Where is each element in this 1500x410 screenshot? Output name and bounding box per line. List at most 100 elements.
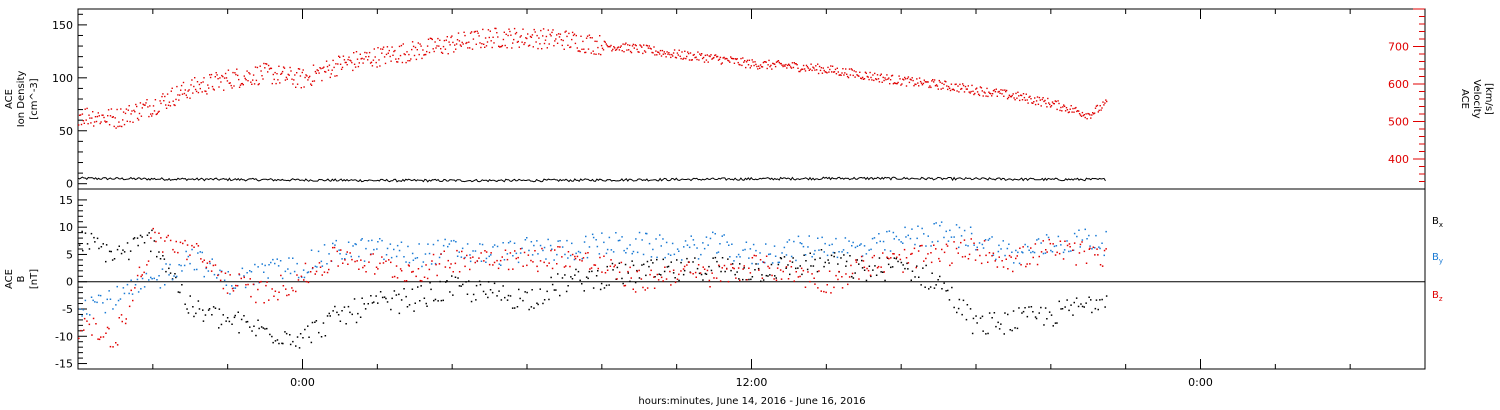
velocity-point <box>438 45 440 47</box>
by-point <box>176 275 178 278</box>
bx-point <box>645 274 647 277</box>
velocity-point <box>1022 93 1025 95</box>
velocity-point <box>1050 105 1053 107</box>
velocity-point <box>809 68 811 70</box>
bz-point <box>332 246 334 249</box>
by-point <box>365 247 367 250</box>
by-point <box>585 235 587 238</box>
by-point <box>530 241 533 243</box>
bz-point <box>703 268 706 270</box>
by-point <box>341 258 343 260</box>
bx-point <box>526 291 528 294</box>
bx-point <box>1066 299 1068 301</box>
velocity-point <box>977 93 980 95</box>
velocity-point <box>652 52 654 54</box>
velocity-point <box>372 59 375 61</box>
by-point <box>412 259 415 261</box>
velocity-point <box>459 44 462 46</box>
velocity-point <box>94 116 97 118</box>
velocity-point <box>604 41 606 43</box>
velocity-point <box>296 72 298 74</box>
velocity-point <box>852 74 854 77</box>
by-point <box>595 239 597 241</box>
velocity-point <box>521 41 523 43</box>
bottom-left-tick-label: 15 <box>59 194 73 207</box>
velocity-point <box>495 27 497 30</box>
bottom-ylabel-line2: B <box>16 275 27 282</box>
bx-point <box>553 289 556 291</box>
bz-point <box>886 256 888 258</box>
bz-point <box>649 273 651 276</box>
bx-point <box>329 315 331 317</box>
bx-point <box>767 275 769 277</box>
bz-point <box>319 266 322 268</box>
bz-point <box>1020 264 1022 266</box>
bz-point <box>356 260 358 262</box>
velocity-point <box>508 28 510 30</box>
by-point <box>700 253 702 256</box>
velocity-point <box>530 36 533 38</box>
by-point <box>227 271 229 273</box>
velocity-point <box>484 46 486 48</box>
velocity-point <box>549 33 551 36</box>
top-right-tick-label: 500 <box>1388 116 1409 129</box>
bx-point <box>251 330 253 332</box>
velocity-point <box>649 47 651 49</box>
by-point <box>189 262 191 265</box>
bz-point <box>593 264 595 266</box>
bz-point <box>263 302 265 304</box>
bz-point <box>1085 262 1088 264</box>
bx-point <box>408 304 411 306</box>
bz-point <box>919 245 922 247</box>
bx-point <box>226 317 229 319</box>
bx-point <box>245 321 247 323</box>
velocity-point <box>440 48 442 50</box>
bottom-left-tick-label: -15 <box>55 358 73 371</box>
by-point <box>690 235 692 237</box>
velocity-point <box>931 80 933 82</box>
bx-point <box>658 273 660 275</box>
bx-point <box>1095 299 1098 301</box>
by-point <box>385 254 388 256</box>
by-point <box>178 264 180 266</box>
by-point <box>389 243 392 245</box>
bottom-left-tick-label: 0 <box>66 276 73 289</box>
bx-point <box>854 272 856 274</box>
by-point <box>905 236 907 238</box>
velocity-point <box>153 110 156 112</box>
bz-point <box>683 265 686 268</box>
bz-point <box>779 269 782 271</box>
by-point <box>745 241 748 243</box>
bx-point <box>105 244 108 246</box>
velocity-point <box>342 55 345 57</box>
bx-point <box>146 234 149 236</box>
velocity-point <box>749 67 751 69</box>
velocity-point <box>448 41 450 43</box>
bz-point <box>797 276 800 278</box>
by-point <box>978 242 981 244</box>
bx-point <box>355 321 358 324</box>
bx-point <box>770 263 773 266</box>
velocity-point <box>829 68 831 71</box>
bz-point <box>979 254 981 257</box>
by-point <box>197 252 199 254</box>
by-point <box>988 237 991 240</box>
velocity-point <box>555 38 557 40</box>
bx-point <box>375 295 377 297</box>
velocity-point <box>370 61 373 63</box>
velocity-point <box>1089 114 1091 116</box>
by-point <box>841 251 843 253</box>
by-point <box>1060 244 1062 246</box>
bz-point <box>1099 264 1102 266</box>
bx-point <box>1090 299 1092 301</box>
bx-point <box>84 232 87 234</box>
bz-point <box>321 274 323 276</box>
velocity-point <box>561 44 563 47</box>
velocity-point <box>776 60 779 63</box>
velocity-point <box>1015 92 1017 95</box>
velocity-point <box>789 66 792 68</box>
bx-point <box>1073 301 1075 304</box>
bx-point <box>482 290 485 293</box>
velocity-point <box>193 85 195 88</box>
velocity-point <box>124 112 127 115</box>
